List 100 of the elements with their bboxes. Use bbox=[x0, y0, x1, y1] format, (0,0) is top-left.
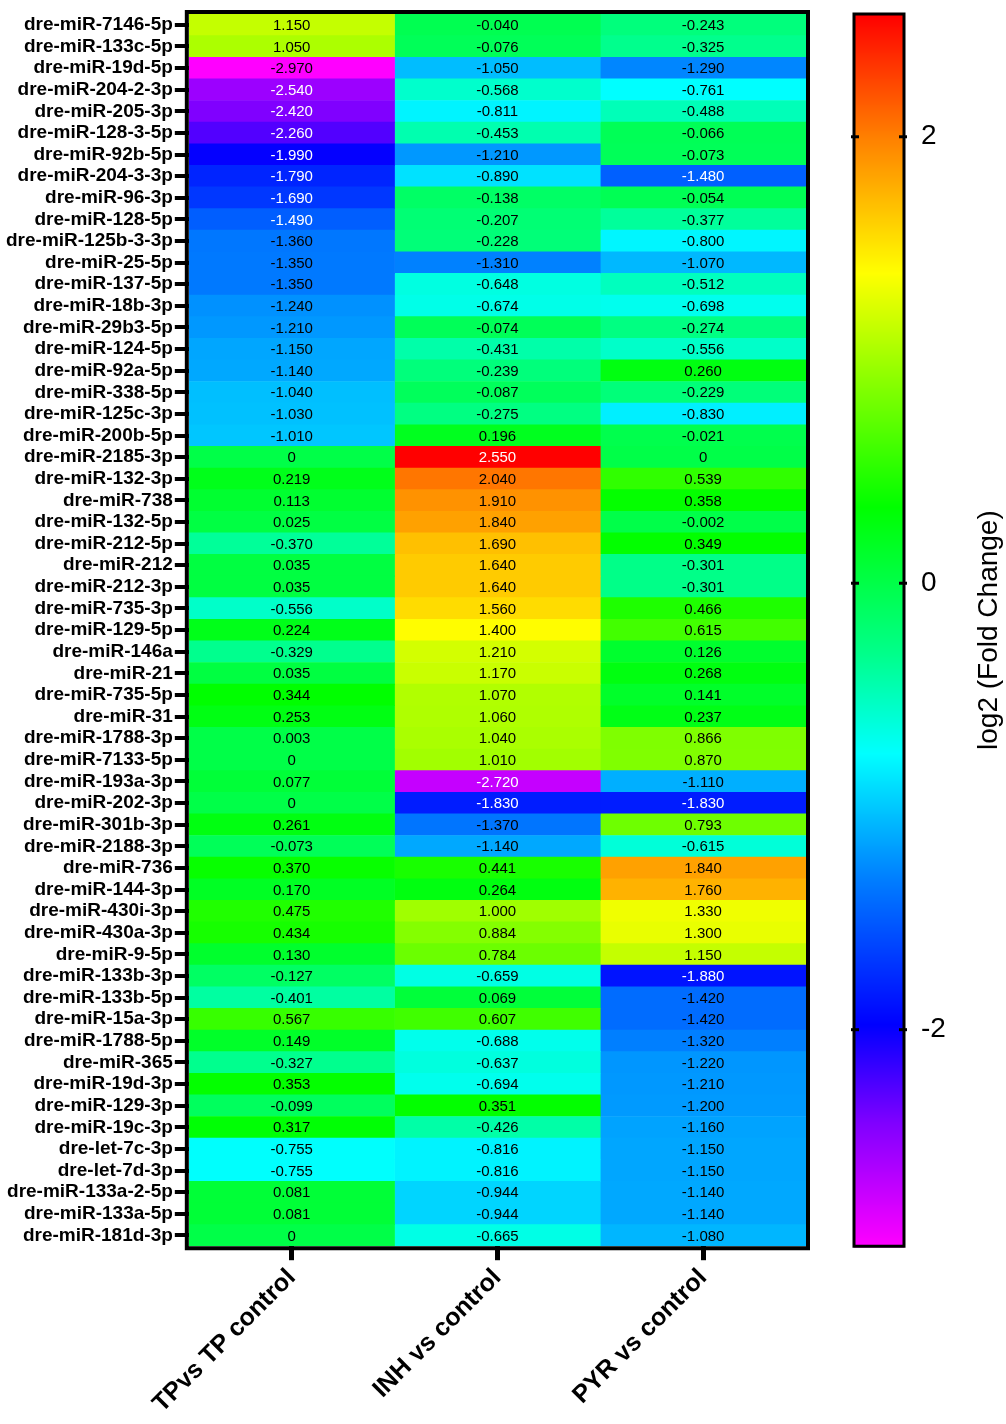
data-label: -1.290 bbox=[681, 59, 725, 77]
color-bar-title: log2 (Fold Change) bbox=[971, 510, 1003, 750]
data-label: -0.127 bbox=[270, 967, 313, 985]
data-label: -1.210 bbox=[476, 145, 519, 163]
y-tick-label: dre-miR-204-3-3p bbox=[17, 164, 173, 186]
y-tick-label: dre-miR-133c-5p bbox=[23, 34, 173, 56]
y-tick-label: dre-miR-301b-3p bbox=[22, 812, 173, 834]
data-label: 0.130 bbox=[272, 945, 311, 963]
data-label: 0.607 bbox=[478, 1010, 517, 1028]
y-tick-label: dre-miR-19d-3p bbox=[33, 1072, 173, 1094]
data-label: -1.110 bbox=[682, 772, 724, 790]
data-label: 0 bbox=[287, 448, 296, 466]
data-label: -1.690 bbox=[270, 188, 313, 206]
y-tick-label: dre-miR-133a-5p bbox=[23, 1202, 173, 1224]
data-label: -0.401 bbox=[270, 988, 313, 1006]
data-label: -0.453 bbox=[476, 124, 519, 142]
data-label: -0.138 bbox=[476, 188, 519, 206]
data-label: -0.301 bbox=[681, 578, 725, 596]
data-label: 1.640 bbox=[478, 578, 517, 596]
y-tick-label: dre-miR-25-5p bbox=[45, 250, 173, 272]
data-label: 0.196 bbox=[478, 426, 517, 444]
y-tick-label: dre-miR-21 bbox=[73, 661, 174, 683]
data-label: 0.268 bbox=[684, 664, 722, 682]
data-label: -1.150 bbox=[681, 1161, 725, 1179]
y-tick-label: dre-miR-146a bbox=[52, 639, 174, 661]
color-bar-label: -2 bbox=[921, 1012, 946, 1044]
data-label: -0.229 bbox=[681, 383, 725, 401]
data-label: 1.840 bbox=[684, 859, 722, 877]
y-tick-label: dre-miR-15a-3p bbox=[34, 1007, 173, 1029]
data-label: -1.040 bbox=[270, 383, 313, 401]
data-label: -0.087 bbox=[476, 383, 519, 401]
data-label: 0.224 bbox=[272, 621, 311, 639]
data-label: -0.073 bbox=[681, 145, 725, 163]
y-tick-label: dre-let-7c-3p bbox=[58, 1137, 173, 1159]
data-label: -1.220 bbox=[681, 1053, 725, 1071]
data-label: 0.567 bbox=[272, 1010, 311, 1028]
y-tick-label: dre-miR-125b-3-3p bbox=[5, 229, 173, 251]
y-tick-label: dre-miR-129-3p bbox=[34, 1093, 173, 1115]
color-bar-label: 2 bbox=[921, 119, 937, 151]
data-label: 1.640 bbox=[478, 556, 517, 574]
data-label: 0.317 bbox=[272, 1118, 311, 1136]
data-label: -0.800 bbox=[681, 232, 725, 250]
data-label: -1.310 bbox=[476, 253, 519, 271]
data-label: -0.073 bbox=[270, 837, 313, 855]
data-label: 0.264 bbox=[478, 880, 517, 898]
y-tick-label: dre-miR-181d-3p bbox=[22, 1223, 173, 1245]
data-label: 0.466 bbox=[684, 599, 722, 617]
data-label: 1.210 bbox=[478, 642, 517, 660]
data-label: -0.074 bbox=[476, 318, 519, 336]
y-tick-label: dre-miR-31 bbox=[73, 704, 174, 726]
data-label: -0.830 bbox=[681, 405, 725, 423]
data-label: 0.793 bbox=[684, 815, 722, 833]
data-label: -0.370 bbox=[270, 534, 313, 552]
data-label: -1.880 bbox=[681, 967, 725, 985]
data-label: 0.784 bbox=[478, 945, 517, 963]
data-label: -0.816 bbox=[476, 1161, 519, 1179]
data-label: -0.040 bbox=[476, 15, 519, 33]
y-tick-label: dre-miR-133b-5p bbox=[22, 985, 173, 1007]
data-label: -0.327 bbox=[270, 1053, 313, 1071]
y-tick-label: dre-miR-738 bbox=[62, 488, 173, 510]
data-label: 0.149 bbox=[272, 1031, 311, 1049]
data-label: -1.150 bbox=[270, 340, 313, 358]
data-label: 1.150 bbox=[272, 15, 311, 33]
y-tick-label: dre-miR-204-2-3p bbox=[17, 77, 173, 99]
data-label: 0.126 bbox=[684, 642, 722, 660]
data-label: -1.210 bbox=[270, 318, 313, 336]
data-label: -0.329 bbox=[270, 642, 313, 660]
y-tick-label: dre-miR-365 bbox=[62, 1050, 174, 1072]
data-label: -0.002 bbox=[681, 513, 725, 531]
data-label: -1.830 bbox=[476, 794, 519, 812]
y-tick-label: dre-miR-736 bbox=[62, 856, 173, 878]
data-label: 0.866 bbox=[684, 729, 722, 747]
data-label: -1.010 bbox=[270, 426, 313, 444]
y-tick-label: dre-miR-137-5p bbox=[34, 272, 173, 294]
data-label: -2.720 bbox=[476, 772, 519, 790]
data-label: -0.488 bbox=[681, 102, 725, 120]
data-label: -1.360 bbox=[270, 232, 313, 250]
data-label: 1.010 bbox=[478, 750, 517, 768]
data-label: -0.066 bbox=[681, 124, 725, 142]
y-tick-label: dre-miR-338-5p bbox=[34, 380, 173, 402]
data-label: -1.480 bbox=[681, 167, 725, 185]
data-label: -0.674 bbox=[476, 296, 519, 314]
data-label: 1.040 bbox=[478, 729, 517, 747]
y-tick-label: dre-miR-9-5p bbox=[55, 942, 173, 964]
data-label: -0.512 bbox=[681, 275, 725, 293]
data-label: 0 bbox=[287, 1226, 296, 1244]
data-label: 0.353 bbox=[272, 1075, 311, 1093]
data-label: -0.377 bbox=[681, 210, 725, 228]
data-label: -2.260 bbox=[270, 124, 313, 142]
data-label: -0.688 bbox=[476, 1031, 519, 1049]
data-label: -0.275 bbox=[476, 405, 519, 423]
data-label: -1.080 bbox=[681, 1226, 725, 1244]
data-label: -1.140 bbox=[681, 1204, 725, 1222]
data-label: 0.025 bbox=[272, 513, 311, 531]
data-label: -0.054 bbox=[681, 188, 725, 206]
data-label: 0 bbox=[287, 750, 296, 768]
data-label: -1.990 bbox=[270, 145, 313, 163]
data-label: 0.035 bbox=[272, 556, 311, 574]
data-label: 0.237 bbox=[684, 707, 722, 725]
data-label: 0.344 bbox=[272, 686, 311, 704]
